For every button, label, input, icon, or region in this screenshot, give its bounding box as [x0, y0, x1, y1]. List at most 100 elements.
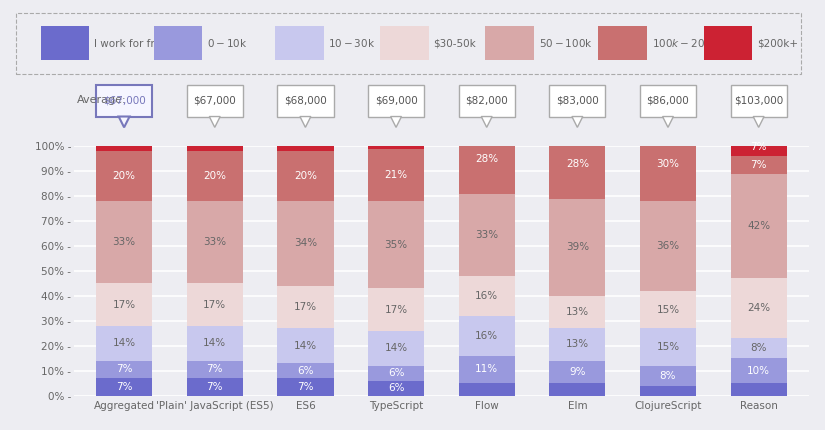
Text: 7%: 7% — [116, 364, 132, 375]
Text: 10%: 10% — [747, 366, 771, 376]
FancyBboxPatch shape — [640, 85, 696, 117]
Bar — [277, 363, 333, 378]
Text: 21%: 21% — [384, 170, 408, 180]
Bar — [549, 199, 606, 296]
Bar — [459, 383, 515, 396]
FancyBboxPatch shape — [153, 26, 202, 60]
Bar — [459, 356, 515, 383]
Bar — [277, 328, 333, 363]
Text: $69,000: $69,000 — [375, 96, 417, 106]
Text: $10-$30k: $10-$30k — [328, 37, 375, 49]
Polygon shape — [390, 117, 402, 127]
Bar — [368, 201, 424, 289]
Text: $82,000: $82,000 — [465, 96, 508, 106]
Text: 14%: 14% — [294, 341, 317, 351]
Text: 16%: 16% — [475, 331, 498, 341]
Bar — [549, 361, 606, 383]
Bar — [731, 278, 787, 338]
FancyBboxPatch shape — [96, 85, 152, 117]
FancyBboxPatch shape — [380, 26, 429, 60]
Text: $30-50k: $30-50k — [433, 38, 476, 48]
Bar — [368, 289, 424, 331]
Bar — [186, 146, 243, 151]
Text: 33%: 33% — [475, 230, 498, 240]
Bar — [368, 381, 424, 396]
Bar — [459, 194, 515, 276]
Bar — [96, 378, 152, 396]
FancyBboxPatch shape — [368, 85, 424, 117]
Bar — [186, 378, 243, 396]
Bar — [368, 149, 424, 201]
Bar — [96, 201, 152, 283]
Text: $67,000: $67,000 — [103, 96, 145, 106]
Bar — [186, 326, 243, 361]
Bar — [186, 201, 243, 283]
Bar — [277, 146, 333, 151]
Bar — [277, 286, 333, 328]
Text: $100k-$200k: $100k-$200k — [652, 37, 719, 49]
Bar — [640, 328, 696, 366]
Text: 17%: 17% — [384, 304, 408, 315]
Bar — [277, 201, 333, 286]
Text: 33%: 33% — [112, 237, 135, 247]
Bar — [640, 126, 696, 201]
FancyBboxPatch shape — [598, 26, 647, 60]
Polygon shape — [300, 117, 311, 127]
FancyBboxPatch shape — [186, 85, 243, 117]
Text: 17%: 17% — [112, 300, 135, 310]
FancyBboxPatch shape — [40, 26, 89, 60]
Text: 8%: 8% — [751, 343, 767, 353]
Text: 17%: 17% — [203, 300, 226, 310]
FancyBboxPatch shape — [16, 13, 800, 74]
Bar — [96, 361, 152, 378]
Bar — [640, 121, 696, 126]
Text: 35%: 35% — [384, 240, 408, 250]
Text: 30%: 30% — [657, 159, 680, 169]
Bar — [640, 291, 696, 328]
Text: 36%: 36% — [657, 241, 680, 251]
Bar — [277, 151, 333, 201]
Bar — [368, 366, 424, 381]
Text: 39%: 39% — [566, 242, 589, 252]
Text: 7%: 7% — [206, 364, 223, 375]
Bar — [96, 146, 152, 151]
Bar — [96, 151, 152, 201]
Text: $83,000: $83,000 — [556, 96, 599, 106]
Bar — [731, 174, 787, 278]
Text: 7%: 7% — [206, 382, 223, 392]
Bar — [459, 276, 515, 316]
Bar — [549, 328, 606, 361]
Bar — [96, 283, 152, 326]
Text: 14%: 14% — [203, 338, 226, 348]
Bar — [186, 151, 243, 201]
Text: 7%: 7% — [116, 382, 132, 392]
Text: $68,000: $68,000 — [284, 96, 327, 106]
Bar — [459, 119, 515, 124]
Text: $103,000: $103,000 — [734, 96, 783, 106]
Bar — [549, 121, 606, 129]
Text: 14%: 14% — [384, 343, 408, 353]
Text: $200k+: $200k+ — [757, 38, 798, 48]
Bar — [549, 296, 606, 328]
Bar — [731, 383, 787, 396]
Text: 14%: 14% — [112, 338, 135, 348]
Text: 17%: 17% — [294, 302, 317, 312]
Text: I work for free :(: I work for free :( — [94, 38, 178, 48]
Bar — [549, 129, 606, 199]
Text: 11%: 11% — [475, 364, 498, 375]
Text: 20%: 20% — [203, 171, 226, 181]
Bar — [186, 361, 243, 378]
Text: 33%: 33% — [203, 237, 226, 247]
Bar — [640, 386, 696, 396]
Polygon shape — [481, 117, 493, 127]
Bar — [731, 338, 787, 358]
Bar — [731, 139, 787, 156]
Text: 15%: 15% — [657, 342, 680, 352]
Text: 9%: 9% — [569, 367, 586, 377]
Bar — [368, 331, 424, 366]
Text: 7%: 7% — [751, 160, 767, 170]
Text: 24%: 24% — [747, 303, 771, 313]
Text: 34%: 34% — [294, 239, 317, 249]
Bar — [640, 366, 696, 386]
Polygon shape — [662, 117, 673, 127]
